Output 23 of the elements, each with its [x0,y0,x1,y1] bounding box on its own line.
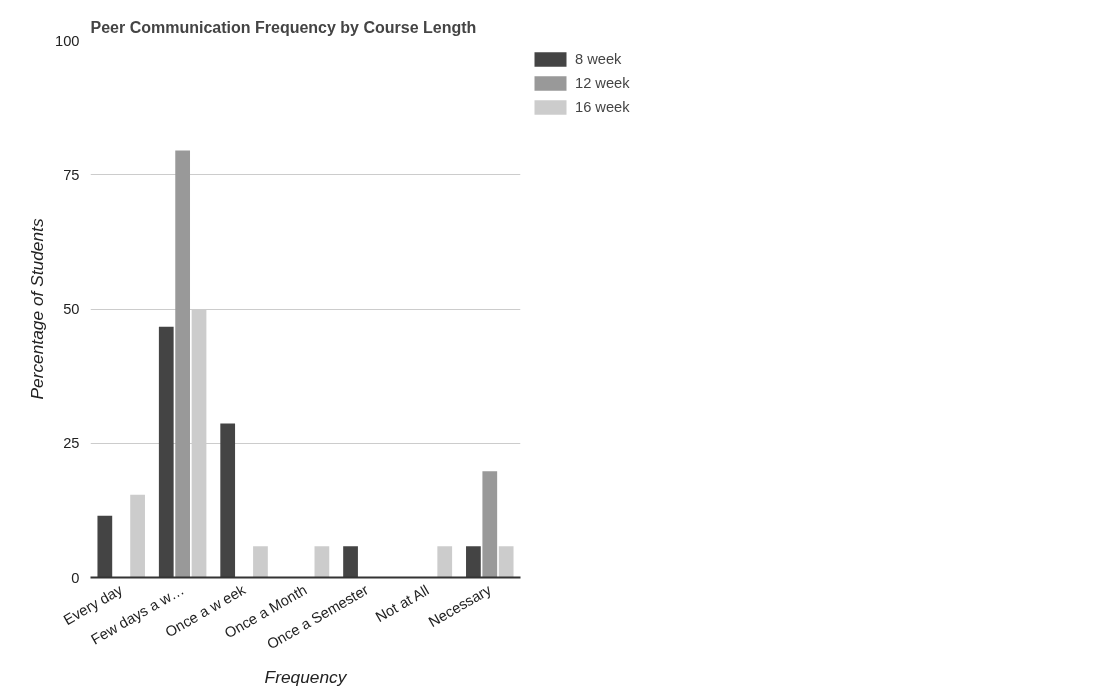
y-tick-label: 50 [63,301,80,317]
bar [97,515,113,578]
bar [466,546,481,578]
legend-label: 8 week [575,51,622,67]
bar [314,546,330,578]
bar [130,494,145,578]
y-tick-label: 75 [63,166,80,183]
bar [437,546,453,578]
legend-label: 16 week [575,99,630,115]
bar [498,546,514,578]
bar [482,471,498,578]
chart-title: Peer Communication Frequency by Course Length [90,18,477,36]
y-tick-label: 0 [71,569,80,586]
bar [158,326,174,578]
bar [220,423,236,578]
y-tick-label: 100 [55,32,80,49]
bar [253,546,268,578]
y-axis-title: Percentage of Students [27,218,48,400]
bar [343,546,358,578]
legend-label: 12 week [575,75,630,91]
y-tick-label: 25 [63,435,80,452]
x-axis-title: Frequency [264,667,348,688]
bar [175,150,191,578]
